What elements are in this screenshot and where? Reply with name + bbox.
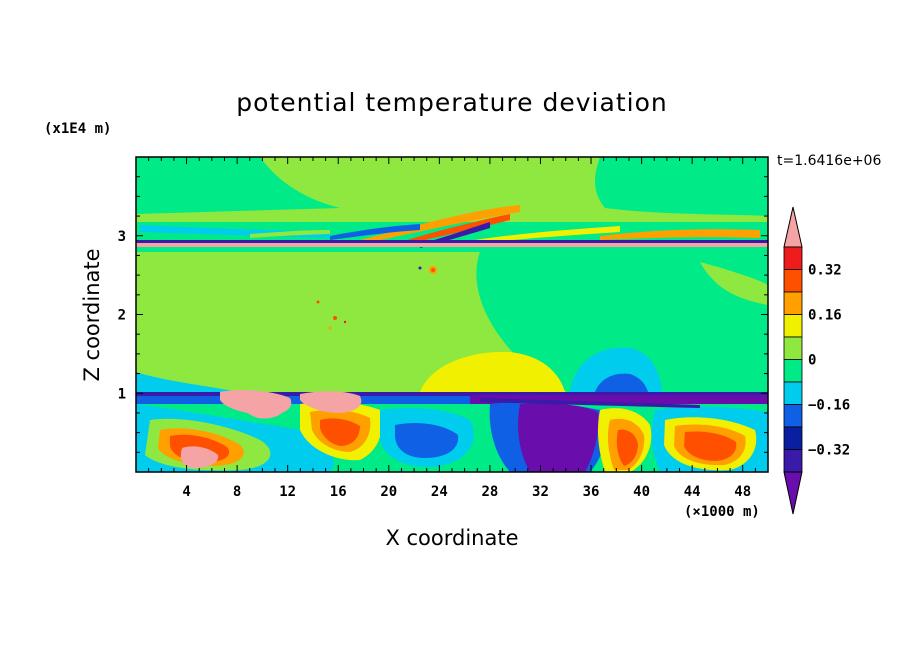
colorbar-swatch <box>783 359 803 383</box>
colorbar: 0.32 0.16 0 −0.16 −0.32 <box>783 206 850 515</box>
x-tick-label: 16 <box>330 484 347 500</box>
y-tick-label: 2 <box>118 308 126 324</box>
x-tick-label: 24 <box>431 484 448 500</box>
colorbar-label: −0.16 <box>808 398 850 414</box>
colorbar-swatch <box>783 404 803 428</box>
colorbar-label: 0.16 <box>808 308 842 324</box>
field-yellow-dome <box>420 351 565 392</box>
colorbar-bottom-arrow <box>783 471 803 515</box>
colorbar-swatch <box>783 269 803 293</box>
x-tick-label: 8 <box>233 484 241 500</box>
field-speckles <box>316 266 437 330</box>
field-lower-structures <box>136 390 768 472</box>
x-tick-label: 20 <box>380 484 397 500</box>
x-tick-label: 4 <box>182 484 190 500</box>
x-axis-label-text: X coordinate <box>385 526 519 550</box>
x-tick-label: 48 <box>734 484 751 500</box>
y-axis-unit: (x1E4 m) <box>44 121 112 137</box>
x-axis-label: X coordinate <box>0 526 904 550</box>
x-tick-label: 28 <box>481 484 498 500</box>
field-upper-warm <box>136 157 768 215</box>
y-tick-label: 3 <box>118 229 126 245</box>
time-label: t=1.6416e+06 <box>777 153 882 169</box>
field-blue-dome <box>595 373 648 392</box>
field-upper-lightgreen <box>136 157 768 232</box>
field-wave-pink-line <box>136 243 768 247</box>
colorbar-label: −0.32 <box>808 443 850 459</box>
chart-title: potential temperature deviation <box>236 88 668 117</box>
colorbar-label: 0.32 <box>808 263 842 279</box>
x-tick-label: 36 <box>583 484 600 500</box>
colorbar-swatch <box>783 314 803 338</box>
colorbar-top-arrow <box>783 206 803 248</box>
colorbar-swatch <box>783 381 803 405</box>
field-mid-right-lightgreen <box>700 262 768 305</box>
colorbar-swatch <box>783 449 803 473</box>
x-tick-label: 32 <box>532 484 549 500</box>
field-lower-dark-line <box>136 392 768 396</box>
field-mid-green-right <box>479 252 768 395</box>
x-tick-label: 40 <box>633 484 650 500</box>
x-axis-unit: (×1000 m) <box>684 504 760 520</box>
colorbar-swatch <box>783 426 803 450</box>
field-lower-purple-right <box>470 395 768 404</box>
field-upper-left-green <box>136 157 340 214</box>
y-tick-label: 1 <box>118 386 126 402</box>
colorbar-label: 0 <box>808 353 816 369</box>
contour-field <box>136 157 768 472</box>
colorbar-swatch <box>783 291 803 315</box>
colorbar-swatch <box>783 336 803 360</box>
field-wave-dark-line <box>136 240 768 243</box>
colorbar-swatch <box>783 246 803 270</box>
x-tick-label: 44 <box>684 484 701 500</box>
field-cyan-left <box>136 372 240 392</box>
x-tick-label: 12 <box>279 484 296 500</box>
